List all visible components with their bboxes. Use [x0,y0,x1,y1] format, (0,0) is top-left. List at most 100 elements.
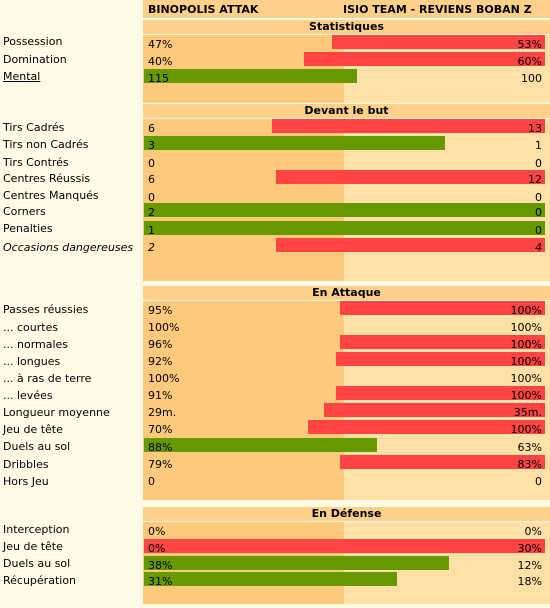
away-value: 53% [517,38,542,51]
stat-bar [340,335,545,349]
stat-label: Récupération [3,574,77,587]
stat-label: ... levées [3,389,53,402]
away-value: 83% [517,458,542,471]
stat-bar [144,572,397,586]
home-value: 100% [148,321,180,334]
stat-label: Passes réussies [3,303,89,316]
stat-label: Penalties [3,222,53,235]
stat-bar [144,221,545,235]
stat-bar [144,69,357,83]
stat-bar [340,455,545,469]
stat-label: Possession [3,35,63,48]
away-value: 30% [517,542,542,555]
away-team-name: ISIO TEAM - REVIENS BOBAN Z [343,3,532,16]
stat-label: ... à ras de terre [3,372,92,385]
stat-bar [336,352,545,366]
section-title: En Défense [143,507,550,521]
away-value: 4 [535,241,542,254]
stat-bar [304,52,545,66]
home-value: 2 [148,206,155,219]
home-value: 95% [148,304,173,317]
stat-label: Corners [3,205,46,218]
home-team-name: BINOPOLIS ATTAK [148,3,259,16]
away-value: 12% [517,559,542,572]
section-body [143,301,550,500]
stat-label: ... longues [3,355,61,368]
home-value: 0 [148,157,155,170]
stat-label: Domination [3,53,67,66]
team-header: BINOPOLIS ATTAK ISIO TEAM - REVIENS BOBA… [143,0,550,18]
away-value: 0 [535,157,542,170]
stat-label: Centres Réussis [3,172,91,185]
away-value: 0% [524,525,542,538]
away-value: 35m. [513,406,542,419]
stat-bar [144,203,545,217]
stat-bar [308,420,545,434]
stat-bar [276,238,545,252]
stat-bar [272,119,545,133]
home-value: 47% [148,38,173,51]
away-value: 0 [535,475,542,488]
away-value: 0 [535,224,542,237]
home-value: 3 [148,139,155,152]
home-value: 96% [148,338,173,351]
home-value: 0 [148,475,155,488]
stat-bar [144,556,449,570]
stat-bar [144,539,545,553]
away-value: 13 [528,122,542,135]
stat-label: Hors Jeu [3,475,49,488]
home-value: 92% [148,355,173,368]
home-value: 88% [148,441,173,454]
away-value: 100 [521,72,542,85]
stat-label: Duels au sol [3,557,71,570]
home-value: 1 [148,224,155,237]
home-value: 0 [148,191,155,204]
section-title: Statistiques [143,20,550,34]
stat-label: ... normales [3,338,69,351]
home-value: 0% [148,525,166,538]
stat-label: Interception [3,523,70,536]
away-value: 18% [517,575,542,588]
stat-label: Jeu de tête [3,423,63,436]
home-value: 40% [148,55,173,68]
stat-bar [336,386,545,400]
home-value: 6 [148,122,155,135]
away-value: 100% [510,372,542,385]
away-value: 63% [517,441,542,454]
stat-bar [324,403,545,417]
away-value: 100% [510,389,542,402]
stat-label: Jeu de tête [3,540,63,553]
home-value: 115 [148,72,169,85]
home-value: 2 [148,241,155,254]
away-value: 0 [535,206,542,219]
home-value: 79% [148,458,173,471]
home-value: 70% [148,423,173,436]
home-value: 6 [148,173,155,186]
away-value: 1 [535,139,542,152]
stat-bar [276,170,545,184]
stat-bar [340,301,545,315]
stat-label: Dribbles [3,458,49,471]
home-column-bg [143,301,344,500]
stat-label: Occasions dangereuses [3,241,134,254]
away-value: 100% [510,304,542,317]
stat-label: ... courtes [3,321,59,334]
home-value: 38% [148,559,173,572]
stat-label: Duels au sol [3,440,71,453]
stat-bar [144,136,445,150]
away-value: 0 [535,191,542,204]
stat-bar [144,438,377,452]
away-value: 12 [528,173,542,186]
stat-label[interactable]: Mental [3,70,41,83]
away-value: 60% [517,55,542,68]
home-value: 0% [148,542,166,555]
stat-label: Longueur moyenne [3,406,110,419]
stat-label: Centres Manqués [3,189,99,202]
away-value: 100% [510,355,542,368]
section-title: Devant le but [143,104,550,118]
stat-bar [332,35,545,49]
home-value: 100% [148,372,180,385]
home-value: 91% [148,389,173,402]
stat-label: Tirs non Cadrés [3,138,89,151]
away-value: 100% [510,321,542,334]
